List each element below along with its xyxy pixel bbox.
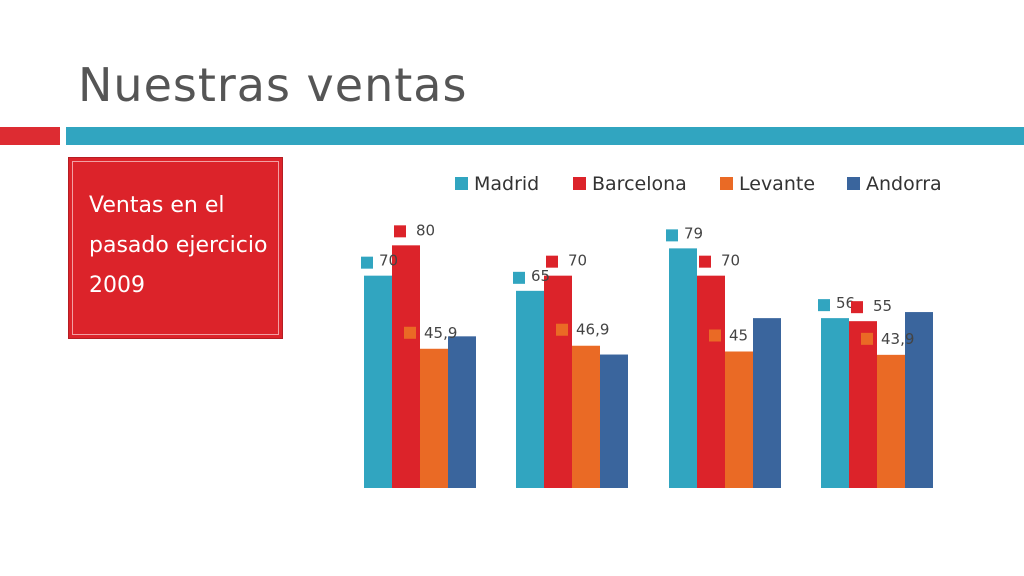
data-label-text: 70 [568,252,587,270]
bar-barcelona-1 [392,245,420,488]
data-label-marker [361,256,373,269]
bar-andorra-3 [753,318,781,488]
data-label-barcelona-3: 70 [699,252,740,270]
data-label-text: 70 [379,252,398,270]
data-label-barcelona-4: 55 [851,297,892,315]
bar-madrid-2 [516,290,544,488]
callout-inner-border [72,161,279,335]
bar-barcelona-3 [697,275,725,488]
legend-item-andorra: Andorra [847,173,942,195]
data-label-marker [404,326,416,339]
data-label-marker [546,255,558,268]
data-label-text: 65 [531,267,550,285]
legend-label: Madrid [474,173,539,195]
data-label-levante-4: 43,9 [861,330,914,348]
legend-item-levante: Levante [720,173,815,195]
data-label-marker [851,301,863,314]
bar-levante-4 [877,354,905,488]
data-label-marker [556,323,568,336]
data-label-text: 45,9 [424,324,457,342]
legend-item-madrid: Madrid [455,173,539,195]
legend-item-barcelona: Barcelona [573,173,687,195]
legend-swatch [455,177,468,190]
data-label-barcelona-2: 70 [546,252,587,270]
data-label-marker [699,255,711,268]
data-label-madrid-2: 65 [513,267,550,285]
data-label-madrid-3: 79 [666,224,703,242]
data-label-text: 80 [416,221,435,239]
legend-label: Andorra [866,173,942,195]
callout-text: Ventas en el pasado ejercicio 2009 [89,193,268,298]
data-label-levante-1: 45,9 [404,324,457,342]
bar-levante-1 [420,348,448,488]
data-label-text: 46,9 [576,321,609,339]
legend-swatch [573,177,586,190]
data-label-marker [666,229,678,242]
bar-levante-2 [572,345,600,488]
data-label-marker [513,271,525,284]
bar-barcelona-2 [544,275,572,488]
slide-title: Nuestras ventas [78,58,468,112]
data-label-marker [394,225,406,238]
data-label-text: 56 [836,294,855,312]
bar-andorra-2 [600,354,628,488]
bar-levante-3 [725,351,753,488]
legend-swatch [720,177,733,190]
data-label-text: 79 [684,224,703,242]
data-label-levante-2: 46,9 [556,321,609,339]
bar-madrid-3 [669,248,697,488]
bar-andorra-4 [905,312,933,488]
legend-label: Levante [739,173,815,195]
bar-madrid-4 [821,318,849,488]
bar-madrid-1 [364,275,392,488]
callout-box: Ventas en el pasado ejercicio 2009 [68,157,283,339]
bar-barcelona-4 [849,321,877,488]
data-label-text: 55 [873,297,892,315]
data-label-text: 70 [721,252,740,270]
accent-bar-teal [66,127,1024,145]
legend-swatch [847,177,860,190]
legend-label: Barcelona [592,173,687,195]
data-label-madrid-4: 56 [818,294,855,312]
data-label-text: 45 [729,327,748,345]
data-label-barcelona-1: 80 [394,221,435,239]
data-label-levante-3: 45 [709,327,748,345]
data-label-marker [818,299,830,312]
data-label-madrid-1: 70 [361,252,398,270]
accent-bar-red [0,127,60,145]
data-label-marker [709,329,721,342]
data-label-text: 43,9 [881,330,914,348]
bar-andorra-1 [448,336,476,488]
data-label-marker [861,332,873,345]
